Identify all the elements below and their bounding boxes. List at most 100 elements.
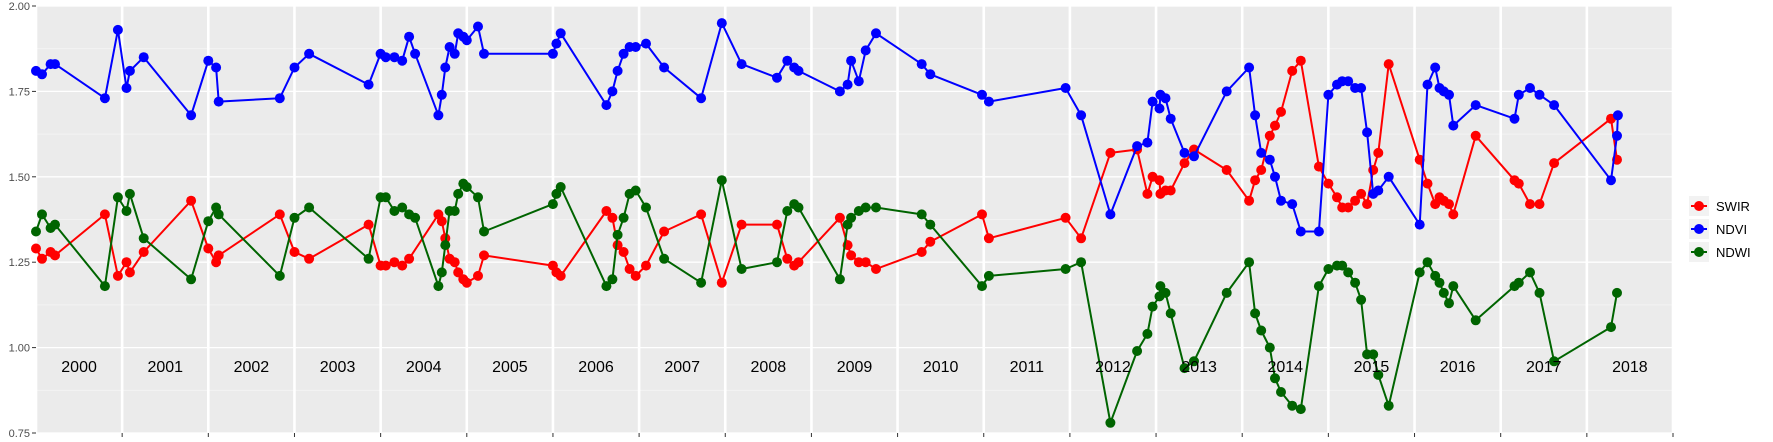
data-point-swir [1313,161,1324,172]
data-point-ndvi [782,55,793,66]
data-point-ndvi [436,89,447,100]
data-point-swir [397,260,408,271]
data-point-swir [1142,188,1153,199]
data-point-ndvi [211,62,222,73]
year-label: 2004 [406,359,442,376]
data-point-ndvi [1295,226,1306,237]
data-point-swir [380,260,391,271]
data-point-swir [1448,209,1459,220]
data-point-ndvi [124,65,135,76]
data-point-ndvi [1160,93,1171,104]
data-point-ndvi [618,48,629,59]
data-point-ndwi [1287,400,1298,411]
y-tick-label: 2.00 [9,1,30,13]
data-point-ndvi [1287,199,1298,210]
data-point-ndvi [380,52,391,63]
data-point-ndwi [50,219,60,230]
data-point-ndvi [716,18,727,29]
data-point-ndwi [410,212,421,223]
data-point-swir [1221,165,1232,175]
data-point-ndwi [304,202,315,213]
data-point-swir [1295,55,1306,66]
data-point-ndvi [547,48,558,59]
data-point-swir [1060,212,1071,223]
data-point-swir [555,270,566,281]
data-point-ndvi [1060,83,1071,93]
data-point-swir [436,216,447,227]
data-point-ndwi [274,270,285,281]
year-label: 2000 [61,359,97,376]
data-point-ndvi [1430,62,1441,73]
data-point-ndvi [555,28,566,39]
data-point-ndwi [834,274,845,285]
data-point-swir [736,219,747,230]
data-point-ndwi [1313,281,1324,292]
data-point-ndwi [1189,356,1199,367]
year-label: 2017 [1526,359,1562,376]
data-point-ndvi [1165,113,1176,124]
data-point-ndwi [1414,267,1425,278]
year-label: 2014 [1267,359,1303,376]
data-point-swir [1165,185,1176,196]
data-point-ndwi [607,274,618,285]
data-point-ndwi [1295,404,1306,415]
data-point-ndvi [983,96,994,107]
data-point-ndvi [793,65,804,76]
series-layer [31,18,1623,428]
data-point-ndvi [1142,137,1153,148]
data-point-swir [186,195,197,206]
data-point-swir [925,236,936,247]
data-point-ndvi [630,42,641,52]
data-point-ndwi [121,206,132,216]
data-point-ndwi [440,240,451,251]
data-point-ndwi [696,277,707,288]
year-label: 2018 [1612,359,1648,376]
year-label: 2002 [234,359,270,376]
data-point-ndvi [410,48,421,59]
data-point-ndvi [50,59,60,70]
year-label: 2015 [1354,359,1390,376]
data-point-ndvi [440,62,451,73]
data-point-ndwi [860,202,871,213]
data-point-ndvi [1362,127,1373,138]
data-point-ndwi [1160,287,1171,298]
data-point-ndwi [1060,264,1071,274]
data-point-ndvi [1189,151,1199,162]
data-point-ndvi [213,96,224,107]
data-point-ndwi [736,264,747,274]
data-point-ndwi [1105,417,1116,428]
data-point-ndvi [444,42,455,52]
data-point-ndwi [1368,349,1379,360]
data-point-swir [793,257,804,268]
data-point-swir [916,247,927,257]
data-point-swir [31,243,41,254]
data-point-ndvi [112,24,123,35]
data-point-ndvi [1444,89,1454,100]
data-point-ndvi [736,59,747,70]
data-point-ndwi [389,206,400,216]
data-point-swir [1154,175,1165,186]
data-point-ndvi [1509,113,1520,124]
data-point-swir [449,257,460,268]
data-point-ndvi [1076,110,1087,121]
data-point-swir [871,264,881,274]
data-point-ndwi [555,182,566,192]
data-point-ndwi [1549,356,1560,367]
data-point-ndvi [1534,89,1545,100]
year-label: 2011 [1010,359,1045,376]
data-point-ndvi [977,89,987,100]
data-point-ndvi [1154,103,1165,114]
data-point-ndvi [99,93,110,104]
data-point-ndwi [618,212,629,223]
data-point-ndwi [1534,287,1545,298]
data-point-ndvi [203,55,214,66]
data-point-swir [404,253,415,264]
data-point-ndwi [479,226,489,237]
data-point-ndwi [1513,277,1524,288]
data-point-swir [453,267,464,278]
data-point-ndvi [1606,175,1616,186]
data-point-swir [618,247,629,257]
data-point-ndvi [479,48,489,59]
data-point-ndwi [1343,267,1354,278]
